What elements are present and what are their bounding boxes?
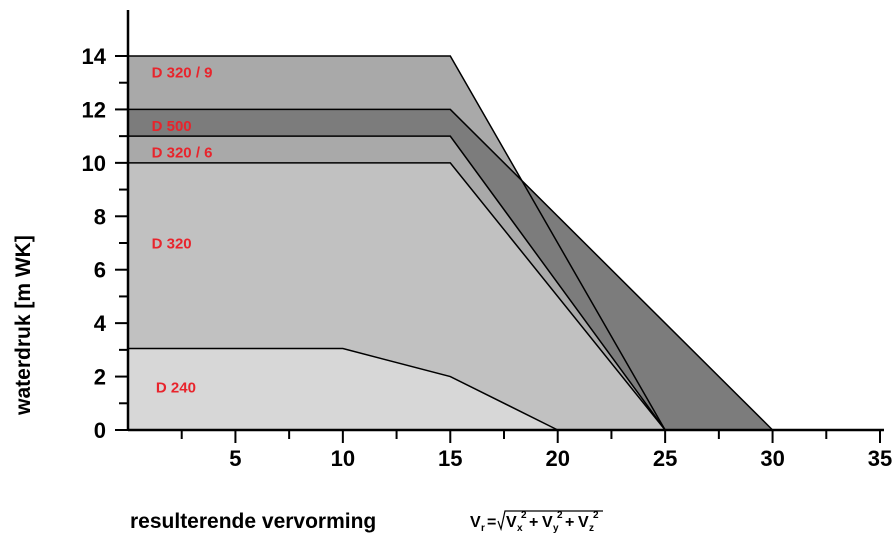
boundary-line-d-320-9 xyxy=(128,55,666,431)
chart-axes xyxy=(126,10,884,432)
formula-plus: + xyxy=(529,514,538,531)
formula-term-subscript: y xyxy=(553,523,559,534)
boundary-line-d-500 xyxy=(128,108,774,431)
formula-term-superscript: 2 xyxy=(593,510,599,521)
y-tick-label: 2 xyxy=(94,365,106,390)
x-axis-title: resulterende vervorming xyxy=(130,510,376,533)
formula-term-subscript: z xyxy=(589,523,594,534)
boundary-line-d-240 xyxy=(128,347,559,431)
formula-lhs: V xyxy=(470,514,481,531)
x-tick-label: 15 xyxy=(438,446,462,471)
y-tick-label: 6 xyxy=(94,258,106,283)
x-tick-label: 20 xyxy=(545,446,569,471)
chart-ticks: 5 10 15 20 25 30 35 0 2 4 6 8 10 12 14 xyxy=(82,44,893,471)
formula-term-base: V xyxy=(578,514,589,531)
formula-plus: + xyxy=(565,514,574,531)
formula-equals: = xyxy=(487,514,496,531)
formula-term-subscript: x xyxy=(517,523,523,534)
y-tick-label: 8 xyxy=(94,204,106,229)
x-tick-label: 30 xyxy=(760,446,784,471)
area-d-240 xyxy=(128,348,558,430)
chart-region-labels: D 320 / 9 D 500 D 320 / 6 D 320 D 240 xyxy=(152,64,213,396)
y-tick-label: 14 xyxy=(82,44,107,69)
region-label-d-320-6: D 320 / 6 xyxy=(152,145,213,162)
y-tick-label: 4 xyxy=(94,311,107,336)
y-axis-title: waterdruk [m WK] xyxy=(12,235,35,416)
y-tick-label: 10 xyxy=(82,151,106,176)
boundary-line-d-320 xyxy=(128,162,666,431)
y-tick-label: 12 xyxy=(82,97,106,122)
formula-term-base: V xyxy=(542,514,553,531)
chart-boundary-lines xyxy=(128,55,774,431)
x-tick-label: 25 xyxy=(653,446,677,471)
region-label-d-320: D 320 xyxy=(152,235,192,252)
formula-term-superscript: 2 xyxy=(521,510,527,521)
formula-term-base: V xyxy=(506,514,517,531)
boundary-line-d-320-6 xyxy=(128,135,666,431)
x-tick-label: 10 xyxy=(331,446,355,471)
formula-term-superscript: 2 xyxy=(557,510,563,521)
region-label-d-320-9: D 320 / 9 xyxy=(152,64,213,81)
region-label-d-240: D 240 xyxy=(156,380,196,397)
x-tick-label: 35 xyxy=(868,446,892,471)
chart-areas xyxy=(128,56,773,430)
formula-radical-sign xyxy=(497,510,603,532)
x-tick-label: 5 xyxy=(229,446,241,471)
region-label-d-500: D 500 xyxy=(152,118,192,135)
y-tick-label: 0 xyxy=(94,418,106,443)
formula-lhs-subscript: r xyxy=(481,523,485,534)
